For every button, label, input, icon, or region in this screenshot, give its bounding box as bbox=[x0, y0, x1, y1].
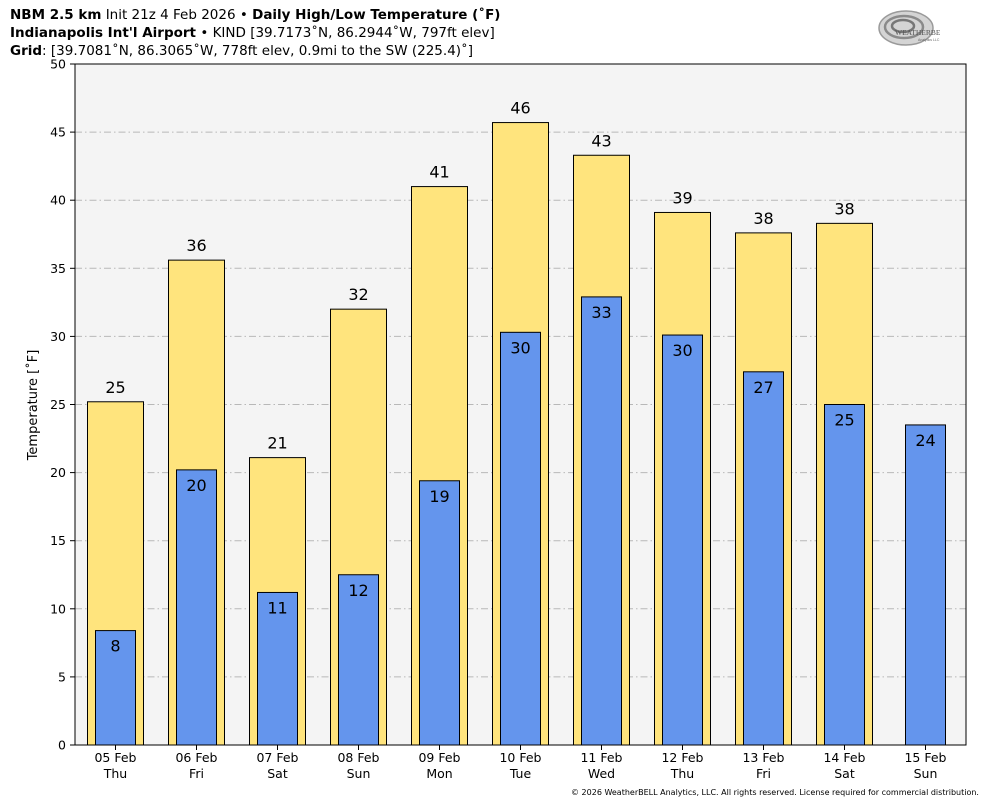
low-temp-bar bbox=[824, 404, 865, 746]
x-tick-day: Mon bbox=[426, 766, 452, 781]
y-tick-label: 25 bbox=[50, 397, 66, 412]
y-tick-label: 10 bbox=[50, 601, 66, 616]
x-tick-day: Sat bbox=[834, 766, 855, 781]
x-tick-date: 11 Feb bbox=[580, 750, 622, 765]
station-detail: KIND [39.7173˚N, 86.2944˚W, 797ft elev] bbox=[212, 25, 495, 41]
x-tick-date: 07 Feb bbox=[256, 750, 298, 765]
low-temp-label: 33 bbox=[591, 303, 611, 322]
x-tick-day: Tue bbox=[509, 766, 532, 781]
low-temp-label: 24 bbox=[915, 431, 935, 450]
low-temp-bar bbox=[257, 591, 298, 746]
weatherbell-logo: WEATHERBELL Analytics LLC bbox=[878, 10, 940, 46]
high-temp-label: 43 bbox=[591, 131, 611, 150]
x-tick-day: Thu bbox=[103, 766, 127, 781]
low-temp-label: 20 bbox=[186, 476, 206, 495]
grid-label: Grid bbox=[10, 43, 43, 59]
x-tick-day: Fri bbox=[756, 766, 771, 781]
low-temp-label: 27 bbox=[753, 378, 773, 397]
low-temp-bar bbox=[95, 630, 136, 746]
copyright-footer: © 2026 WeatherBELL Analytics, LLC. All r… bbox=[571, 788, 979, 797]
high-temp-label: 32 bbox=[348, 285, 368, 304]
station-name: Indianapolis Int'l Airport bbox=[10, 25, 197, 41]
low-temp-bar bbox=[581, 296, 622, 746]
high-temp-label: 36 bbox=[186, 236, 206, 255]
header-line-2: Indianapolis Int'l Airport • KIND [39.71… bbox=[10, 24, 500, 42]
y-axis-label: Temperature [˚F] bbox=[25, 350, 41, 462]
low-temp-label: 30 bbox=[672, 341, 692, 360]
x-tick-date: 05 Feb bbox=[94, 750, 136, 765]
x-tick-date: 10 Feb bbox=[499, 750, 541, 765]
y-axis: 0 5 10 15 20 25 30 35 40 45 50 bbox=[50, 57, 75, 753]
x-tick-day: Wed bbox=[588, 766, 615, 781]
header-line-1: NBM 2.5 km Init 21z 4 Feb 2026 • Daily H… bbox=[10, 6, 500, 24]
high-temp-label: 25 bbox=[105, 378, 125, 397]
x-tick-date: 08 Feb bbox=[337, 750, 379, 765]
init-time: Init 21z 4 Feb 2026 bbox=[105, 7, 236, 23]
low-temp-label: 12 bbox=[348, 581, 368, 600]
high-temp-label: 38 bbox=[753, 209, 773, 228]
header-separator: • bbox=[239, 7, 248, 23]
logo-subtext: Analytics LLC bbox=[918, 38, 940, 42]
low-temp-label: 19 bbox=[429, 487, 449, 506]
chart-header: NBM 2.5 km Init 21z 4 Feb 2026 • Daily H… bbox=[10, 6, 500, 60]
high-temp-label: 41 bbox=[429, 163, 449, 182]
y-tick-label: 0 bbox=[58, 738, 66, 753]
x-tick-day: Fri bbox=[189, 766, 204, 781]
x-tick-day: Sun bbox=[914, 766, 938, 781]
low-temp-bar bbox=[176, 469, 217, 746]
x-tick-date: 09 Feb bbox=[418, 750, 460, 765]
low-temp-bar bbox=[743, 371, 784, 746]
high-temp-label: 39 bbox=[672, 188, 692, 207]
x-tick-date: 15 Feb bbox=[904, 750, 946, 765]
y-tick-label: 45 bbox=[50, 125, 66, 140]
y-tick-label: 15 bbox=[50, 533, 66, 548]
header-separator: • bbox=[200, 25, 209, 41]
y-tick-label: 50 bbox=[50, 57, 66, 72]
high-temp-label: 46 bbox=[510, 99, 530, 118]
high-temp-label: 21 bbox=[267, 434, 287, 453]
x-tick-date: 12 Feb bbox=[661, 750, 703, 765]
grid-detail: : [39.7081˚N, 86.3065˚W, 778ft elev, 0.9… bbox=[42, 43, 474, 59]
y-tick-label: 35 bbox=[50, 261, 66, 276]
x-tick-day: Sun bbox=[347, 766, 371, 781]
low-temp-bar bbox=[419, 480, 460, 746]
low-temp-bar bbox=[662, 334, 703, 746]
low-temperature-bars bbox=[95, 296, 946, 746]
x-tick-day: Sat bbox=[267, 766, 288, 781]
header-line-3: Grid: [39.7081˚N, 86.3065˚W, 778ft elev,… bbox=[10, 42, 500, 60]
x-tick-date: 14 Feb bbox=[823, 750, 865, 765]
y-tick-label: 40 bbox=[50, 193, 66, 208]
data-labels: 25 8 36 20 21 11 32 12 41 19 46 30 43 33 39 30 38 27 38 25 2… bbox=[105, 99, 935, 656]
logo-swirl-mid bbox=[883, 14, 925, 40]
low-temp-bar bbox=[500, 331, 541, 746]
logo-text: WEATHERBELL bbox=[895, 28, 940, 37]
high-temp-label: 38 bbox=[834, 199, 854, 218]
low-temp-label: 25 bbox=[834, 411, 854, 430]
low-temp-label: 30 bbox=[510, 338, 530, 357]
low-temp-bar bbox=[905, 424, 946, 746]
model-name: NBM 2.5 km bbox=[10, 7, 102, 23]
x-tick-date: 13 Feb bbox=[742, 750, 784, 765]
low-temp-label: 11 bbox=[267, 598, 287, 617]
low-temp-label: 8 bbox=[110, 637, 120, 656]
y-tick-label: 20 bbox=[50, 465, 66, 480]
logo-swirl-inner bbox=[890, 18, 916, 34]
y-tick-label: 30 bbox=[50, 329, 66, 344]
product-title: Daily High/Low Temperature (˚F) bbox=[252, 7, 501, 23]
y-tick-label: 5 bbox=[58, 669, 66, 684]
x-tick-day: Thu bbox=[670, 766, 694, 781]
low-temp-bar bbox=[338, 574, 379, 746]
x-tick-date: 06 Feb bbox=[175, 750, 217, 765]
